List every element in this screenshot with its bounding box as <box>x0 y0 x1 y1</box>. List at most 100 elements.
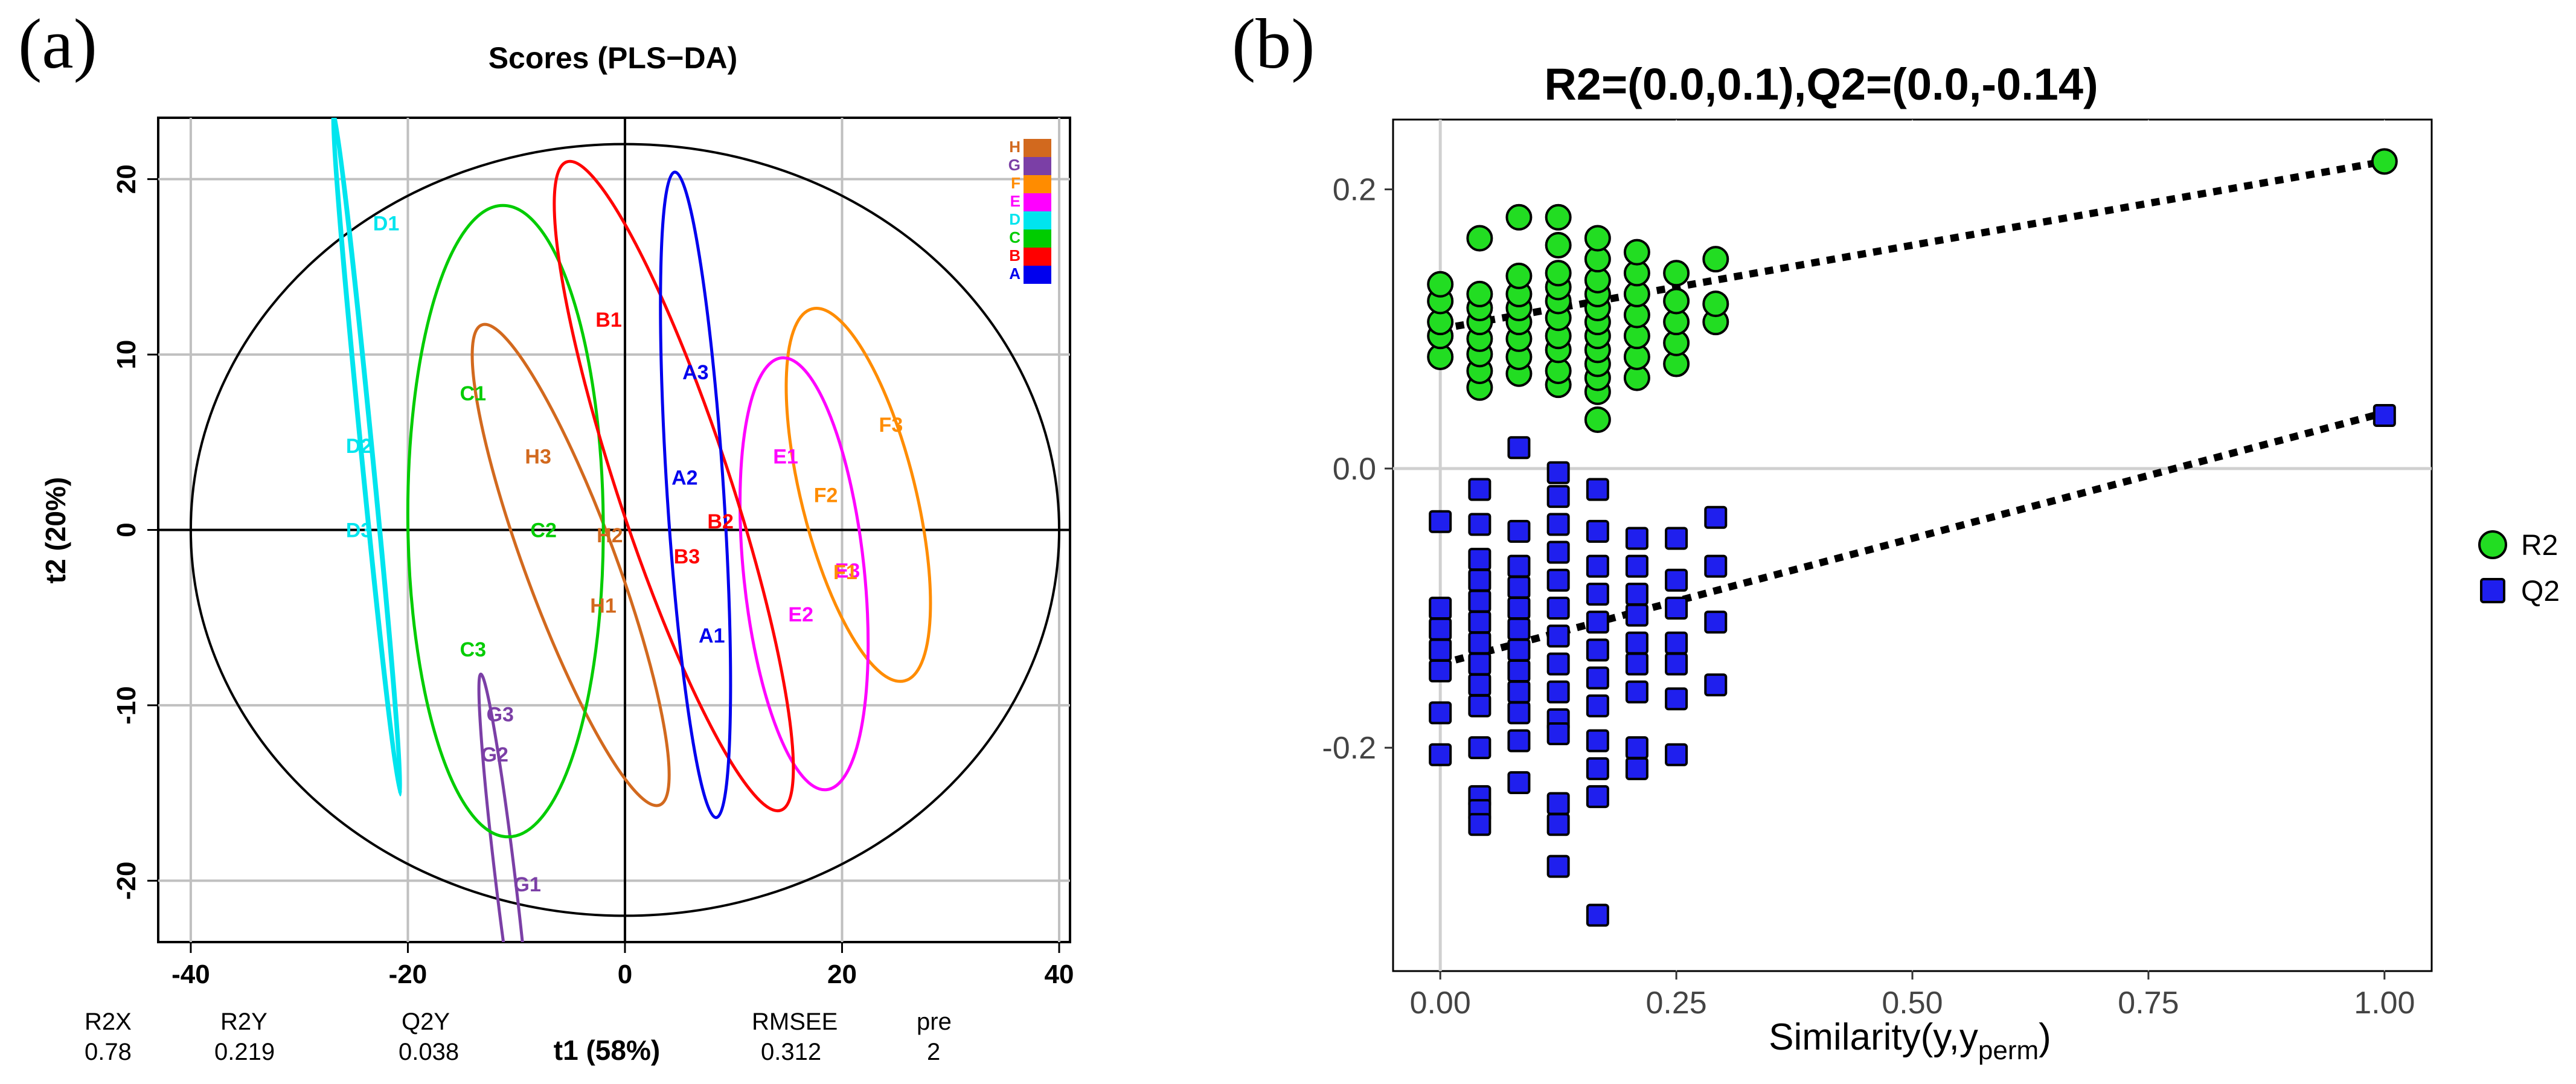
plot-a-xlabel: t1 (58%) <box>554 1034 660 1066</box>
plot-a-ylabel: t2 (20%) <box>40 477 71 583</box>
point-q2 <box>1586 519 1609 543</box>
legend-label-B: B <box>1009 246 1020 265</box>
sample-G1: G1 <box>514 873 541 896</box>
point-q2 <box>1704 673 1728 697</box>
point-q2 <box>1468 652 1491 676</box>
stat-r2x-label: R2X <box>85 1009 132 1035</box>
sample-H3: H3 <box>525 446 551 469</box>
point-q2 <box>1429 638 1452 662</box>
stat-pre-value: 2 <box>927 1039 940 1065</box>
point-q2 <box>1468 478 1491 501</box>
point-r2 <box>1466 280 1493 307</box>
point-q2 <box>1625 554 1648 578</box>
point-r2 <box>2371 148 2398 175</box>
point-q2 <box>1625 603 1648 627</box>
legend-swatch-C <box>1024 229 1051 248</box>
point-q2 <box>1507 617 1531 641</box>
point-r2 <box>1623 239 1650 266</box>
point-q2 <box>1507 638 1531 662</box>
point-q2 <box>1586 611 1609 634</box>
point-q2 <box>1546 680 1570 704</box>
sample-F1: F1 <box>833 561 857 584</box>
legend-marker-R2 <box>2478 530 2507 559</box>
point-q2 <box>1625 757 1648 780</box>
sample-E3: E3 <box>835 559 860 582</box>
point-r2 <box>1545 232 1572 259</box>
point-q2 <box>1586 582 1609 606</box>
group-ellipse-G <box>477 672 534 942</box>
sample-C3: C3 <box>460 638 486 661</box>
legend-swatch-F <box>1024 175 1051 193</box>
point-q2 <box>1468 513 1491 536</box>
point-q2 <box>1468 673 1491 697</box>
legend-swatch-H <box>1024 139 1051 157</box>
point-r2 <box>1584 225 1611 252</box>
x-tick-label: 0.50 <box>1882 986 1943 1021</box>
point-r2 <box>1702 290 1729 318</box>
group-ellipse-F <box>784 307 932 683</box>
point-q2 <box>1546 792 1570 815</box>
point-q2 <box>1546 813 1570 836</box>
point-q2 <box>1429 510 1452 533</box>
point-q2 <box>1507 576 1531 599</box>
point-q2 <box>1625 631 1648 655</box>
point-q2 <box>1704 505 1728 529</box>
legend-swatch-B <box>1024 248 1051 266</box>
point-q2 <box>1586 666 1609 690</box>
legend-label-A: A <box>1009 265 1020 283</box>
legend-label-C: C <box>1009 228 1020 246</box>
point-q2 <box>1586 638 1609 662</box>
point-r2 <box>1702 246 1729 273</box>
point-q2 <box>1665 743 1688 766</box>
sample-A2: A2 <box>671 466 697 489</box>
sample-C1: C1 <box>460 382 486 405</box>
point-q2 <box>1704 554 1728 578</box>
sample-H2: H2 <box>597 524 623 547</box>
sample-A3: A3 <box>682 361 708 384</box>
point-q2 <box>1429 743 1452 766</box>
sample-E2: E2 <box>788 603 813 626</box>
plot-b-ticks: 0.00 0.25 0.50 0.75 1.00 -0.2 0.0 0.2 <box>1322 173 2415 1021</box>
point-q2 <box>1429 701 1452 725</box>
model-stats: R2X 0.78 R2Y 0.219 Q2Y 0.038 RMSEE 0.312… <box>85 1009 952 1065</box>
stat-r2y-label: R2Y <box>220 1009 268 1035</box>
point-q2 <box>1546 485 1570 508</box>
point-q2 <box>1625 652 1648 676</box>
x-tick-label: -20 <box>389 960 428 989</box>
y-tick-label: 0.2 <box>1333 173 1376 208</box>
x-tick-label: 1.00 <box>2354 986 2415 1021</box>
stat-rmsee-label: RMSEE <box>752 1009 838 1035</box>
point-q2 <box>1468 631 1491 655</box>
point-q2 <box>1625 736 1648 760</box>
sample-C2: C2 <box>530 519 556 542</box>
plot-b-title: R2=(0.0,0.1),Q2=(0.0,-0.14) <box>1544 59 2098 109</box>
x-tick-label: -40 <box>171 960 210 989</box>
plot-a-ticks: -40 -20 0 20 40 -20 -10 0 10 20 <box>112 164 1074 989</box>
point-q2 <box>1625 527 1648 550</box>
x-tick-label: 0.00 <box>1410 986 1471 1021</box>
point-q2 <box>1546 540 1570 564</box>
x-tick-label: 0.75 <box>2118 986 2179 1021</box>
point-q2 <box>1507 436 1531 460</box>
point-r2 <box>1505 204 1533 231</box>
legend-swatch-G <box>1024 157 1051 175</box>
point-q2 <box>1586 757 1609 780</box>
point-q2 <box>1704 611 1728 634</box>
legend-label-H: H <box>1009 138 1020 156</box>
point-q2 <box>1507 729 1531 752</box>
sample-D2: D2 <box>346 435 372 458</box>
point-q2 <box>1665 527 1688 550</box>
pls-da-score-plot: Scores (PLS−DA) A1A2A3B1B2B3C1C2C3D1D2D3… <box>40 41 1074 1066</box>
point-q2 <box>1586 785 1609 809</box>
point-r2 <box>1545 260 1572 287</box>
legend-label-F: F <box>1011 174 1020 192</box>
panel-label-b: (b) <box>1232 4 1315 83</box>
point-q2 <box>1546 513 1570 536</box>
legend-label-D: D <box>1009 210 1020 228</box>
point-q2 <box>1665 568 1688 592</box>
hotelling-ellipse <box>189 143 1061 917</box>
sample-H1: H1 <box>590 594 616 617</box>
point-q2 <box>1507 554 1531 578</box>
